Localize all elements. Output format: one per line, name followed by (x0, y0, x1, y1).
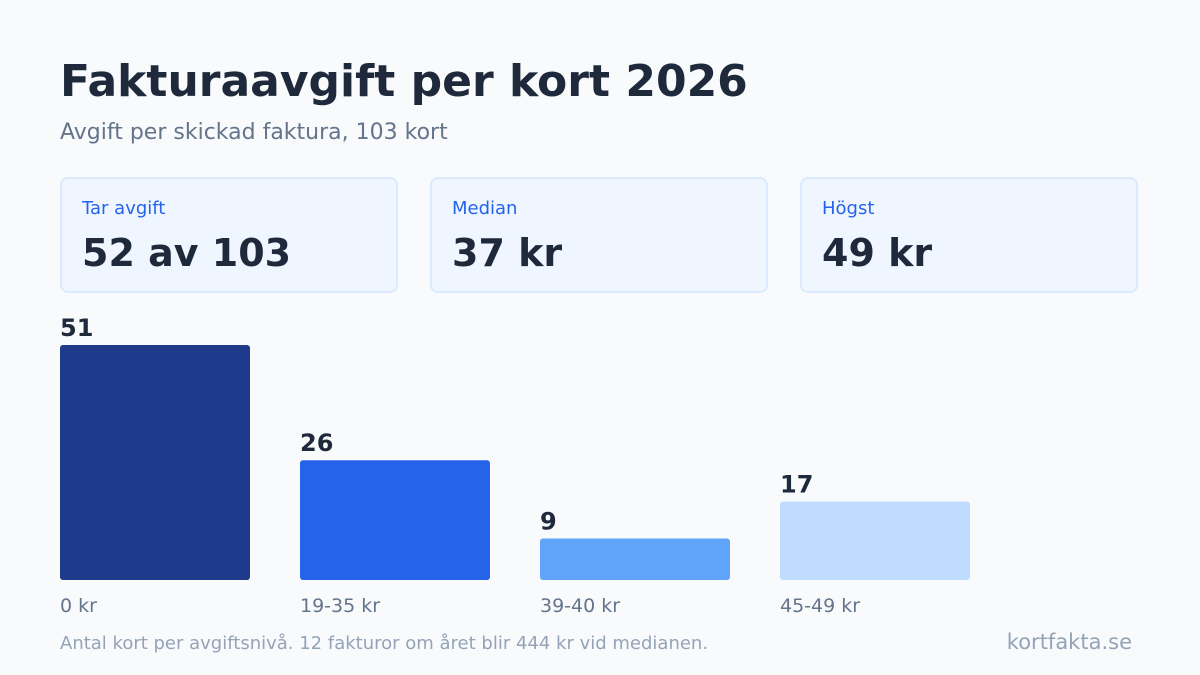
stat-value: 49 kr (822, 231, 933, 275)
bar-value-label: 17 (780, 471, 813, 499)
stat-label: Tar avgift (82, 198, 166, 219)
category-label: 39-40 kr (540, 595, 620, 617)
stat-value: 52 av 103 (82, 231, 292, 275)
bar (300, 460, 490, 580)
brand-label: kortfakta.se (1006, 630, 1132, 654)
bar (60, 345, 250, 580)
bar (540, 538, 730, 580)
bar-chart: 51 0 kr 26 19-35 kr 9 39-40 kr 17 45-49 kr (60, 314, 970, 617)
footnote: Antal kort per avgiftsnivå. 12 fakturor … (60, 633, 709, 654)
chart-subtitle: Avgift per skickad faktura, 103 kort (60, 120, 448, 145)
bar (780, 501, 970, 580)
stat-value: 37 kr (452, 231, 563, 275)
stat-card-fee: Tar avgift 52 av 103 (60, 177, 398, 293)
bar-value-label: 9 (540, 508, 557, 536)
stat-label: Median (452, 198, 518, 219)
stat-card-median: Median 37 kr (430, 177, 768, 293)
stat-label: Högst (822, 198, 875, 219)
category-label: 45-49 kr (780, 595, 860, 617)
bar-value-label: 26 (300, 429, 333, 457)
category-label: 19-35 kr (300, 595, 380, 617)
bar-value-label: 51 (60, 314, 93, 342)
category-label: 0 kr (60, 595, 97, 617)
stat-card-max: Högst 49 kr (800, 177, 1138, 293)
chart-title: Fakturaavgift per kort 2026 (60, 56, 748, 107)
